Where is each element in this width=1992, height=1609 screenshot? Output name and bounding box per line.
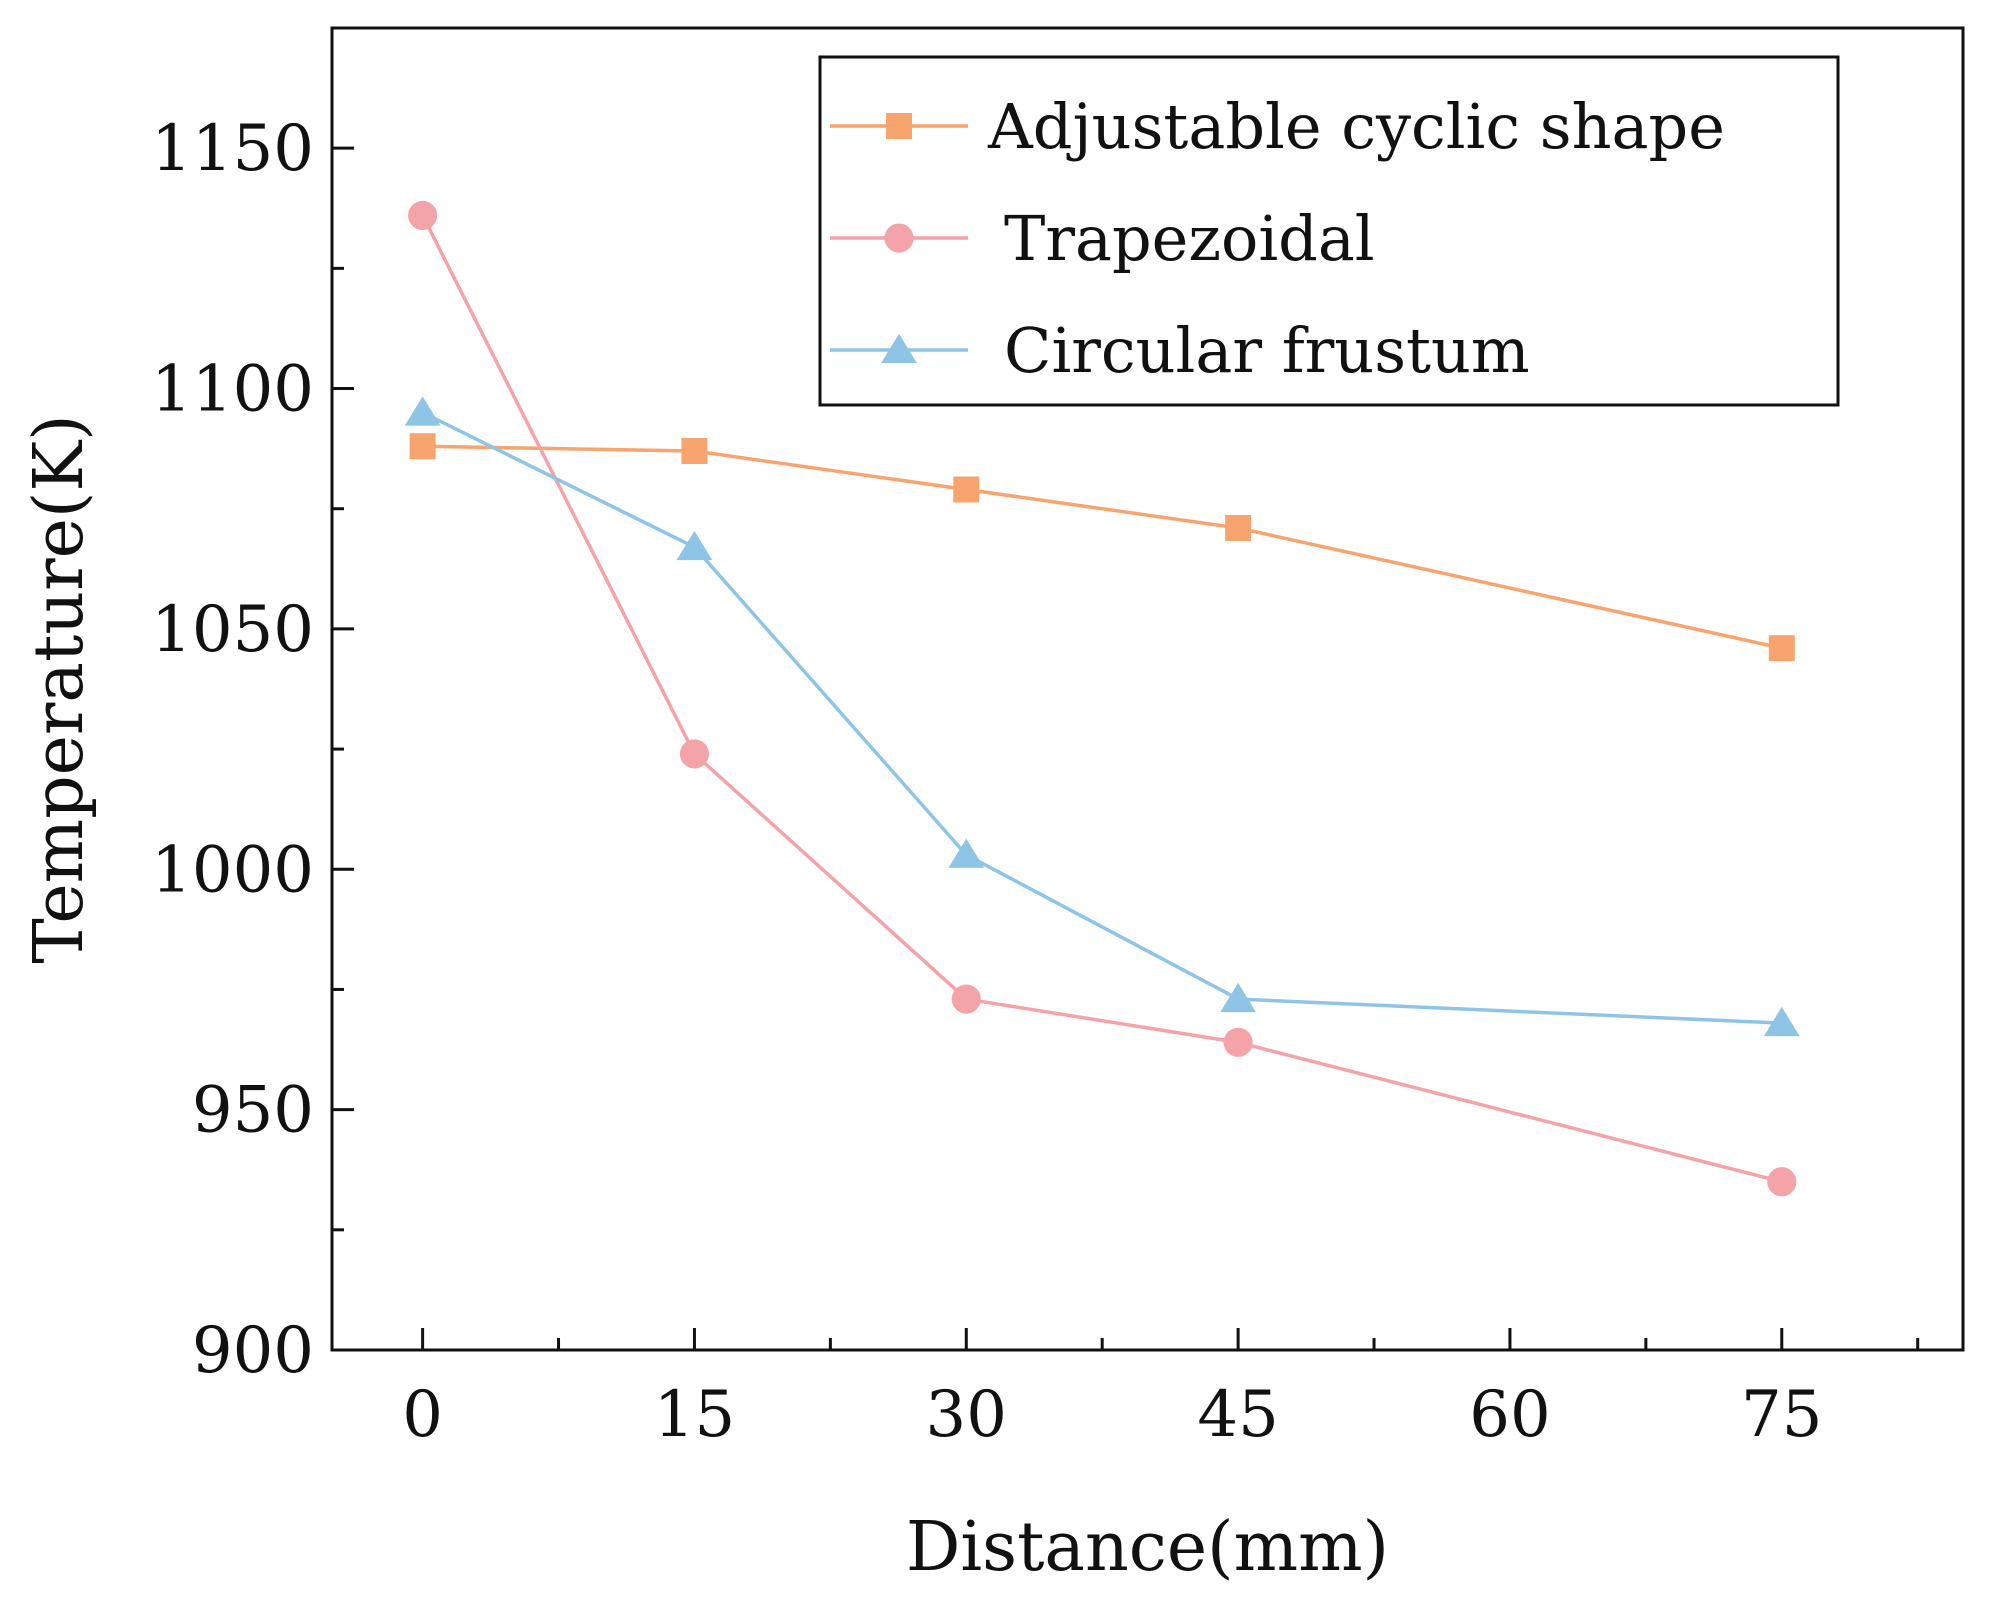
data-point-triangle-30 <box>948 838 985 868</box>
data-point-circle-15 <box>679 739 710 769</box>
legend-label-square: Adjustable cyclic shape <box>987 90 1725 163</box>
data-point-square-30 <box>953 476 980 503</box>
x-axis-title: Distance(mm) <box>906 1508 1389 1587</box>
legend: Adjustable cyclic shape Trapezoidal Circul… <box>818 55 1840 407</box>
y-tick-label-900: 900 <box>192 1314 314 1388</box>
series-circle <box>408 200 1797 1197</box>
legend-label-triangle: Circular frustum <box>1004 314 1530 387</box>
legend-marker-circle <box>884 223 914 253</box>
legend-label-circle: Trapezoidal <box>1004 202 1375 275</box>
y-tick-label-1100: 1100 <box>151 353 314 427</box>
data-point-triangle-0 <box>404 396 441 426</box>
axis-layer: 0 15 30 45 60 75 900 950 1000 1050 1100 1150 <box>151 112 1920 1452</box>
x-tick-label-60: 60 <box>1469 1378 1550 1452</box>
x-tick-label-15: 15 <box>654 1378 735 1452</box>
legend-box <box>818 55 1840 407</box>
data-point-square-0 <box>409 433 436 460</box>
series-line-triangle <box>421 411 1782 1025</box>
y-axis-title: Temperature(K) <box>20 414 99 963</box>
series-layer <box>404 200 1800 1197</box>
x-tick-label-45: 45 <box>1197 1378 1278 1452</box>
x-tick-label-0: 0 <box>402 1378 443 1452</box>
data-point-circle-75 <box>1767 1167 1797 1197</box>
data-point-circle-30 <box>951 984 981 1014</box>
data-point-square-75 <box>1768 635 1795 662</box>
x-tick-label-30: 30 <box>926 1378 1007 1452</box>
y-tick-label-1000: 1000 <box>151 833 314 907</box>
legend-marker-square <box>886 113 912 139</box>
data-point-triangle-75 <box>1763 1006 1800 1037</box>
data-point-square-45 <box>1225 514 1252 541</box>
plot-frame <box>330 26 1965 1352</box>
data-point-triangle-45 <box>1220 982 1256 1013</box>
x-tick-label-75: 75 <box>1741 1378 1822 1452</box>
y-tick-label-1050: 1050 <box>151 593 314 667</box>
data-point-triangle-15 <box>676 530 713 561</box>
y-tick-label-950: 950 <box>192 1074 314 1148</box>
legend-marker-triangle <box>881 333 917 363</box>
series-square <box>409 433 1795 662</box>
series-triangle <box>404 396 1800 1037</box>
data-point-circle-0 <box>408 200 438 231</box>
data-point-circle-45 <box>1223 1027 1253 1057</box>
y-tick-label-1150: 1150 <box>151 112 314 186</box>
data-point-square-15 <box>681 438 708 465</box>
